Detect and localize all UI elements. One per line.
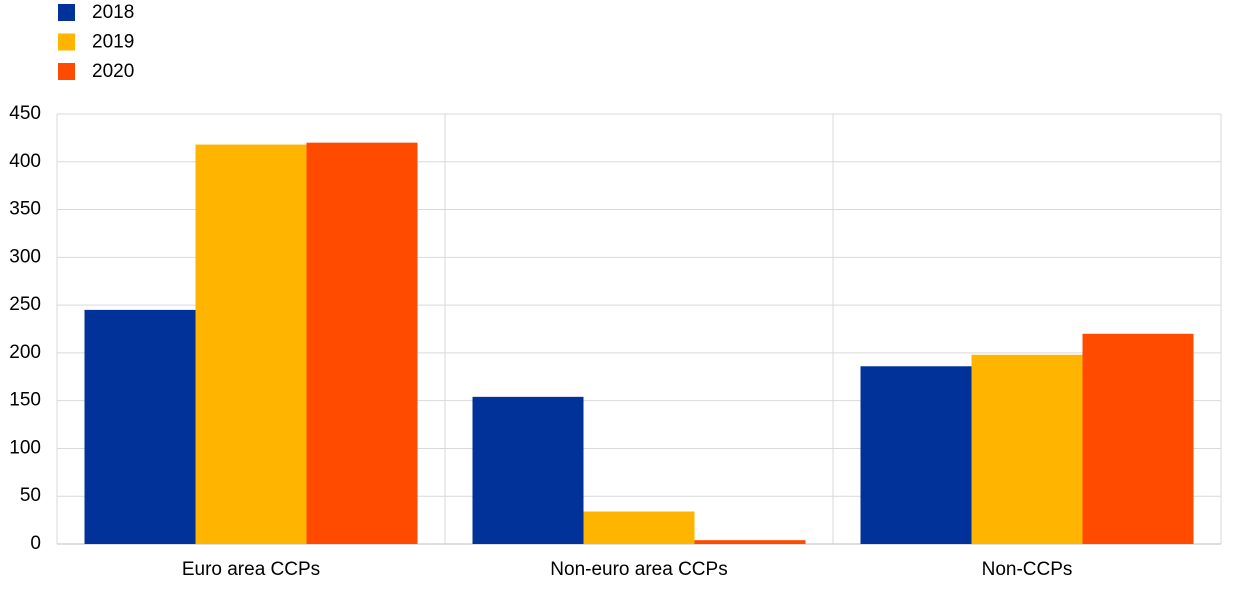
y-tick-label: 150 bbox=[9, 390, 41, 411]
x-tick-label: Euro area CCPs bbox=[182, 559, 320, 580]
y-tick-label: 400 bbox=[9, 151, 41, 172]
legend-swatch bbox=[58, 33, 75, 51]
y-tick-label: 450 bbox=[9, 103, 41, 124]
legend-swatch bbox=[58, 63, 75, 80]
y-tick-label: 100 bbox=[9, 437, 41, 458]
bar bbox=[195, 144, 307, 545]
x-tick-label: Non-euro area CCPs bbox=[550, 559, 727, 580]
y-tick-label: 50 bbox=[20, 485, 41, 506]
legend-swatch bbox=[58, 4, 75, 21]
legend-label: 2018 bbox=[92, 2, 134, 23]
y-tick-label: 300 bbox=[9, 246, 41, 267]
bar bbox=[472, 396, 584, 544]
bar bbox=[971, 354, 1083, 544]
y-tick-label: 350 bbox=[9, 199, 41, 220]
legend-label: 2019 bbox=[92, 32, 134, 53]
y-tick-label: 200 bbox=[9, 342, 41, 363]
y-tick-label: 250 bbox=[9, 294, 41, 315]
bar bbox=[1082, 333, 1194, 544]
bar bbox=[860, 366, 972, 544]
bar bbox=[694, 540, 806, 544]
x-tick-label: Non-CCPs bbox=[982, 559, 1073, 580]
bar bbox=[583, 511, 695, 544]
y-tick-label: 0 bbox=[30, 533, 41, 554]
legend-label: 2020 bbox=[92, 61, 134, 82]
bar bbox=[84, 309, 196, 544]
bar bbox=[306, 142, 418, 544]
